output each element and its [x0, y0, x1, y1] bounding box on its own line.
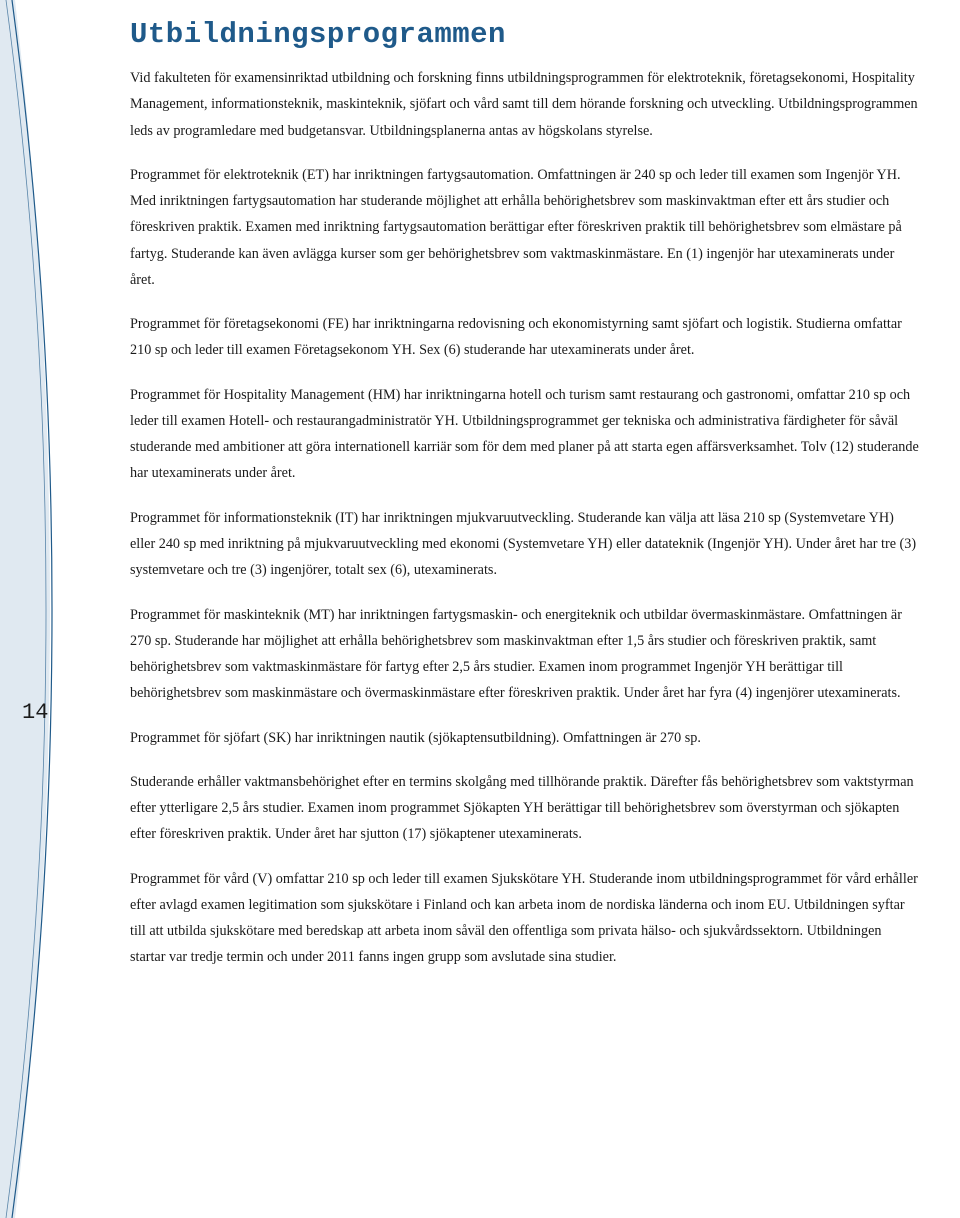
paragraph: Programmet för elektroteknik (ET) har in…: [130, 162, 920, 293]
paragraph: Programmet för maskinteknik (MT) har inr…: [130, 602, 920, 707]
page-number: 14: [22, 700, 48, 725]
paragraph: Programmet för informationsteknik (IT) h…: [130, 505, 920, 584]
paragraph: Programmet för företagsekonomi (FE) har …: [130, 311, 920, 364]
paragraph: Programmet för sjöfart (SK) har inriktni…: [130, 725, 920, 751]
paragraph: Studerande erhåller vaktmansbehörighet e…: [130, 769, 920, 848]
page-title: Utbildningsprogrammen: [130, 18, 920, 51]
page-content: Utbildningsprogrammen Vid fakulteten för…: [0, 0, 960, 1009]
paragraph: Programmet för vård (V) omfattar 210 sp …: [130, 866, 920, 971]
paragraph: Vid fakulteten för examensinriktad utbil…: [130, 65, 920, 144]
paragraph: Programmet för Hospitality Management (H…: [130, 382, 920, 487]
